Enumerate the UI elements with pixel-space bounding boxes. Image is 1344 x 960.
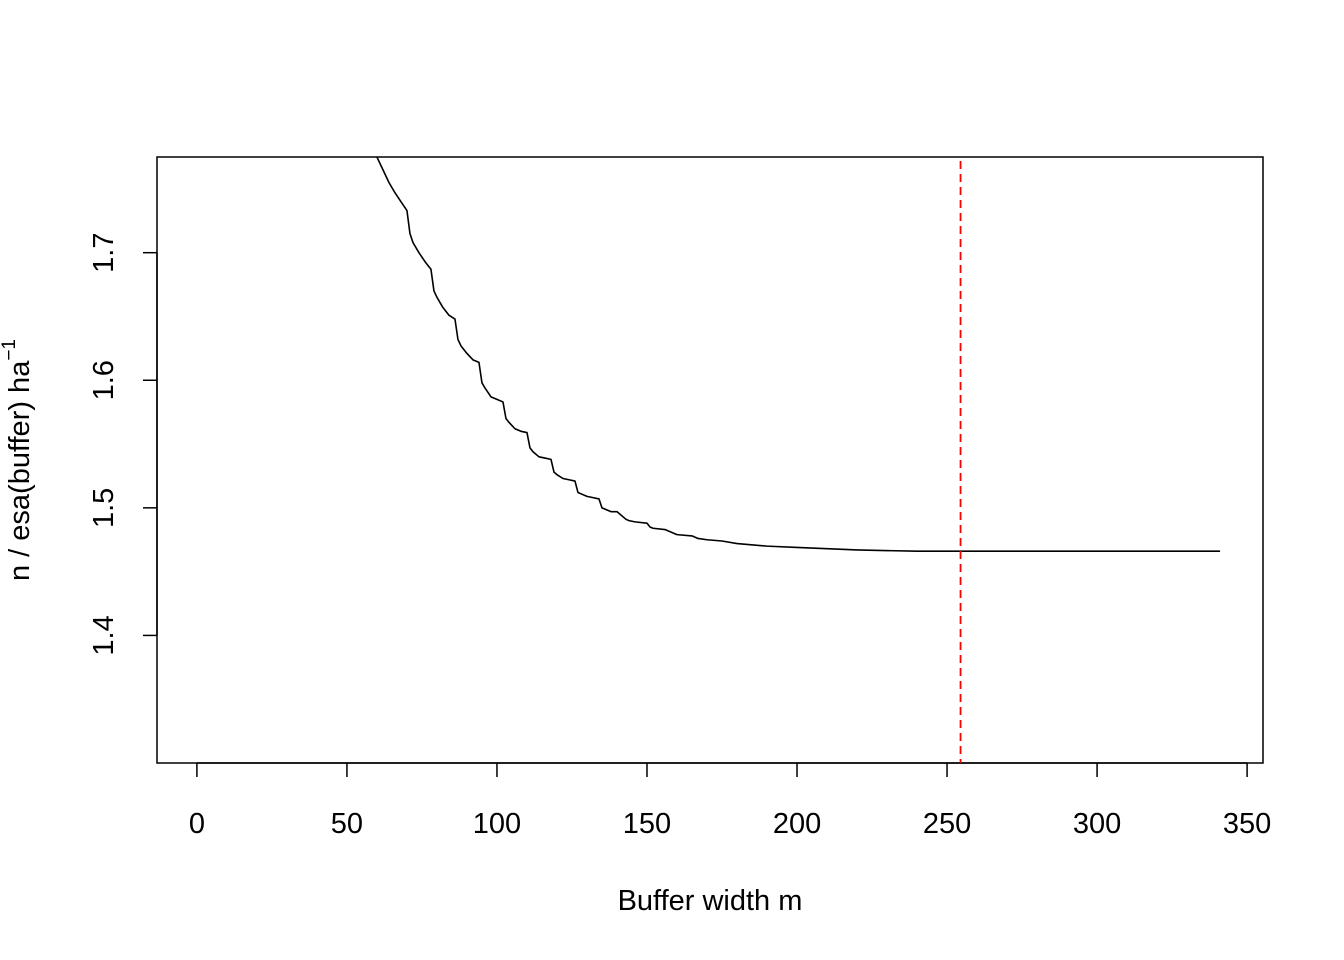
x-axis: 0 50 100 150 200 250 300 350 xyxy=(189,762,1271,840)
x-tick-label: 0 xyxy=(189,808,205,840)
x-tick-label: 150 xyxy=(623,808,671,840)
y-tick-label: 1.4 xyxy=(88,615,120,655)
y-axis: 1.4 1.5 1.6 1.7 xyxy=(88,233,158,656)
x-tick-label: 350 xyxy=(1223,808,1271,840)
x-tick-label: 300 xyxy=(1073,808,1121,840)
x-tick-label: 250 xyxy=(923,808,971,840)
x-tick-label: 100 xyxy=(473,808,521,840)
series-line-0 xyxy=(376,157,1221,553)
plot-frame xyxy=(156,156,1264,764)
y-axis-label-main: n / esa(buffer) ha xyxy=(4,360,36,581)
y-tick-label: 1.5 xyxy=(88,488,120,528)
x-tick-label: 50 xyxy=(331,808,363,840)
plot-area xyxy=(376,157,1221,763)
y-tick-label: 1.7 xyxy=(88,233,120,273)
y-axis-label-superscript: −1 xyxy=(0,339,20,361)
x-tick-label: 200 xyxy=(773,808,821,840)
y-tick-label: 1.6 xyxy=(88,360,120,400)
y-axis-label: n / esa(buffer) ha−1 xyxy=(0,339,36,581)
x-axis-label: Buffer width m xyxy=(618,885,803,917)
